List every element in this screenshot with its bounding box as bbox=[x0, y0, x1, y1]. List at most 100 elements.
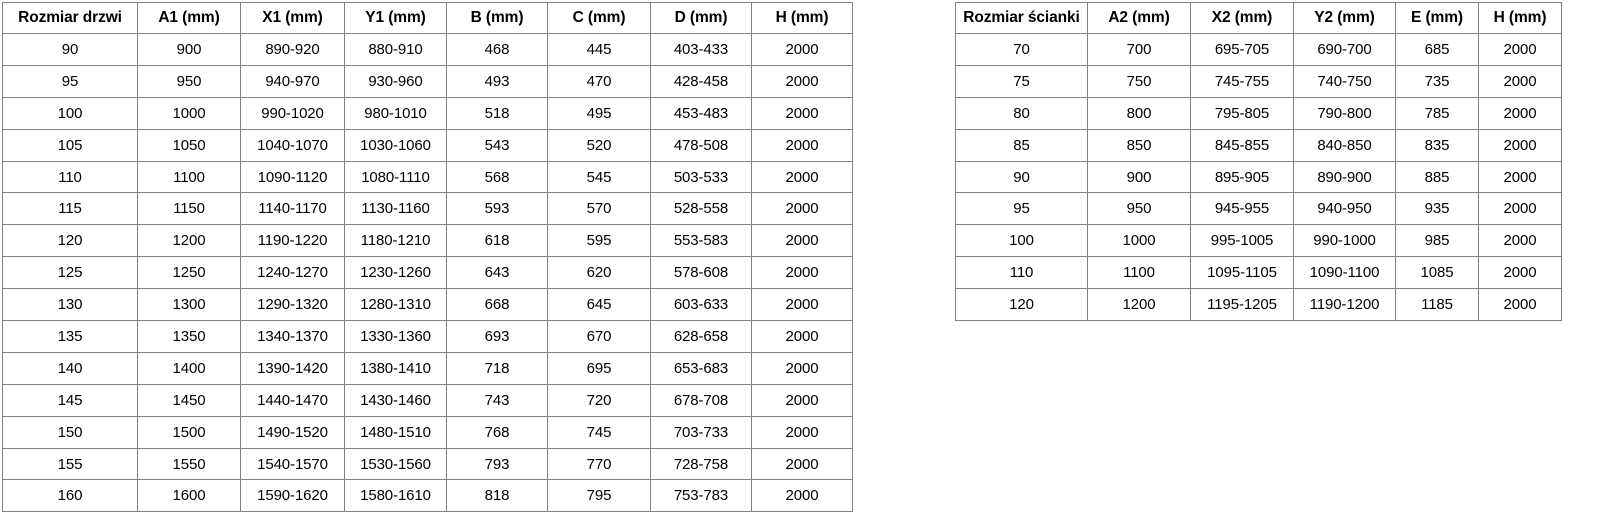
table-cell: 618 bbox=[446, 224, 548, 258]
table-cell: 1100 bbox=[1087, 256, 1191, 290]
table-cell: 1085 bbox=[1395, 256, 1479, 290]
table-cell: 740-750 bbox=[1293, 64, 1396, 98]
table-row: 100 1000 995-1005 990-1000 985 2000 bbox=[955, 224, 1562, 258]
table-cell: 1140-1170 bbox=[240, 192, 345, 226]
table-cell: 1180-1210 bbox=[344, 224, 447, 258]
table-row: 75 750 745-755 740-750 735 2000 bbox=[955, 64, 1562, 98]
table-row: 120 1200 1190-1220 1180-1210 618 595 553-583 20… bbox=[2, 224, 853, 258]
table-cell: 735 bbox=[1395, 64, 1479, 98]
table-cell: 2000 bbox=[1478, 288, 1562, 322]
walls-dimensions-table-container: Rozmiar ścianki A2 (mm) X2 (mm) Y2 (mm) E (m… bbox=[955, 2, 1562, 322]
table-cell: 125 bbox=[2, 256, 138, 290]
table-cell: 478-508 bbox=[650, 128, 752, 162]
table-cell: 950 bbox=[1087, 192, 1191, 226]
table-cell: 930-960 bbox=[344, 64, 447, 98]
column-header: A1 (mm) bbox=[137, 2, 241, 34]
table-cell: 2000 bbox=[751, 288, 853, 322]
table-cell: 890-900 bbox=[1293, 160, 1396, 194]
table-cell: 553-583 bbox=[650, 224, 752, 258]
doors-table-head: Rozmiar drzwi A1 (mm) X1 (mm) Y1 (mm) B (mm)… bbox=[2, 2, 853, 34]
table-row: 110 1100 1095-1105 1090-1100 1085 2000 bbox=[955, 256, 1562, 290]
table-cell: 653-683 bbox=[650, 351, 752, 385]
table-cell: 135 bbox=[2, 320, 138, 353]
table-cell: 2000 bbox=[751, 33, 853, 66]
table-cell: 1250 bbox=[137, 256, 241, 290]
table-cell: 818 bbox=[446, 479, 548, 513]
table-cell: 1490-1520 bbox=[240, 415, 345, 449]
table-cell: 950 bbox=[137, 64, 241, 98]
table-cell: 2000 bbox=[751, 479, 853, 513]
table-cell: 110 bbox=[2, 160, 138, 194]
table-cell: 1290-1320 bbox=[240, 288, 345, 322]
table-cell: 703-733 bbox=[650, 415, 752, 449]
table-row: 140 1400 1390-1420 1380-1410 718 695 653-683 20… bbox=[2, 351, 853, 385]
table-cell: 528-558 bbox=[650, 192, 752, 226]
table-cell: 795-805 bbox=[1190, 96, 1294, 130]
table-cell: 543 bbox=[446, 128, 548, 162]
table-cell: 2000 bbox=[1478, 96, 1562, 130]
table-cell: 1600 bbox=[137, 479, 241, 513]
table-cell: 2000 bbox=[751, 383, 853, 417]
column-header: E (mm) bbox=[1395, 2, 1479, 34]
table-cell: 940-970 bbox=[240, 64, 345, 98]
table-row: 160 1600 1590-1620 1580-1610 818 795 753-783 20… bbox=[2, 479, 853, 513]
table-cell: 1590-1620 bbox=[240, 479, 345, 513]
table-row: 110 1100 1090-1120 1080-1110 568 545 503-533 20… bbox=[2, 160, 853, 194]
column-header: X2 (mm) bbox=[1190, 2, 1294, 34]
table-cell: 793 bbox=[446, 447, 548, 481]
table-cell: 840-850 bbox=[1293, 128, 1396, 162]
table-cell: 2000 bbox=[1478, 33, 1562, 66]
table-cell: 603-633 bbox=[650, 288, 752, 322]
table-cell: 785 bbox=[1395, 96, 1479, 130]
table-cell: 1130-1160 bbox=[344, 192, 447, 226]
table-cell: 693 bbox=[446, 320, 548, 353]
table-cell: 800 bbox=[1087, 96, 1191, 130]
table-cell: 990-1000 bbox=[1293, 224, 1396, 258]
table-row: 90 900 890-920 880-910 468 445 403-433 2000 bbox=[2, 33, 853, 66]
table-cell: 890-920 bbox=[240, 33, 345, 66]
table-cell: 453-483 bbox=[650, 96, 752, 130]
table-cell: 845-855 bbox=[1190, 128, 1294, 162]
table-cell: 850 bbox=[1087, 128, 1191, 162]
table-cell: 1200 bbox=[137, 224, 241, 258]
table-cell: 1400 bbox=[137, 351, 241, 385]
table-cell: 468 bbox=[446, 33, 548, 66]
column-header: Y1 (mm) bbox=[344, 2, 447, 34]
table-cell: 2000 bbox=[751, 96, 853, 130]
table-cell: 100 bbox=[2, 96, 138, 130]
table-cell: 753-783 bbox=[650, 479, 752, 513]
table-cell: 2000 bbox=[1478, 192, 1562, 226]
table-row: 70 700 695-705 690-700 685 2000 bbox=[955, 33, 1562, 66]
table-cell: 2000 bbox=[1478, 128, 1562, 162]
table-row: 135 1350 1340-1370 1330-1360 693 670 628-658 20… bbox=[2, 320, 853, 353]
table-row: 85 850 845-855 840-850 835 2000 bbox=[955, 128, 1562, 162]
table-cell: 990-1020 bbox=[240, 96, 345, 130]
table-row: 95 950 940-970 930-960 493 470 428-458 2000 bbox=[2, 64, 853, 98]
table-cell: 750 bbox=[1087, 64, 1191, 98]
table-row: 120 1200 1195-1205 1190-1200 1185 2000 bbox=[955, 288, 1562, 322]
table-cell: 690-700 bbox=[1293, 33, 1396, 66]
table-cell: 728-758 bbox=[650, 447, 752, 481]
table-cell: 2000 bbox=[751, 64, 853, 98]
table-cell: 445 bbox=[547, 33, 651, 66]
table-cell: 2000 bbox=[751, 192, 853, 226]
table-cell: 795 bbox=[547, 479, 651, 513]
table-cell: 1390-1420 bbox=[240, 351, 345, 385]
table-cell: 140 bbox=[2, 351, 138, 385]
table-cell: 945-955 bbox=[1190, 192, 1294, 226]
doors-dimensions-table-container: Rozmiar drzwi A1 (mm) X1 (mm) Y1 (mm) B (mm)… bbox=[2, 2, 853, 513]
table-row: 150 1500 1490-1520 1480-1510 768 745 703-733 20… bbox=[2, 415, 853, 449]
table-cell: 1380-1410 bbox=[344, 351, 447, 385]
table-cell: 940-950 bbox=[1293, 192, 1396, 226]
doors-dimensions-table: Rozmiar drzwi A1 (mm) X1 (mm) Y1 (mm) B (mm)… bbox=[2, 2, 853, 513]
table-cell: 568 bbox=[446, 160, 548, 194]
table-cell: 1000 bbox=[1087, 224, 1191, 258]
table-header-row: Rozmiar ścianki A2 (mm) X2 (mm) Y2 (mm) E (m… bbox=[955, 2, 1562, 34]
table-cell: 768 bbox=[446, 415, 548, 449]
table-cell: 120 bbox=[2, 224, 138, 258]
walls-table-head: Rozmiar ścianki A2 (mm) X2 (mm) Y2 (mm) E (m… bbox=[955, 2, 1562, 34]
table-cell: 2000 bbox=[1478, 256, 1562, 290]
table-cell: 403-433 bbox=[650, 33, 752, 66]
table-cell: 80 bbox=[955, 96, 1088, 130]
table-cell: 95 bbox=[2, 64, 138, 98]
